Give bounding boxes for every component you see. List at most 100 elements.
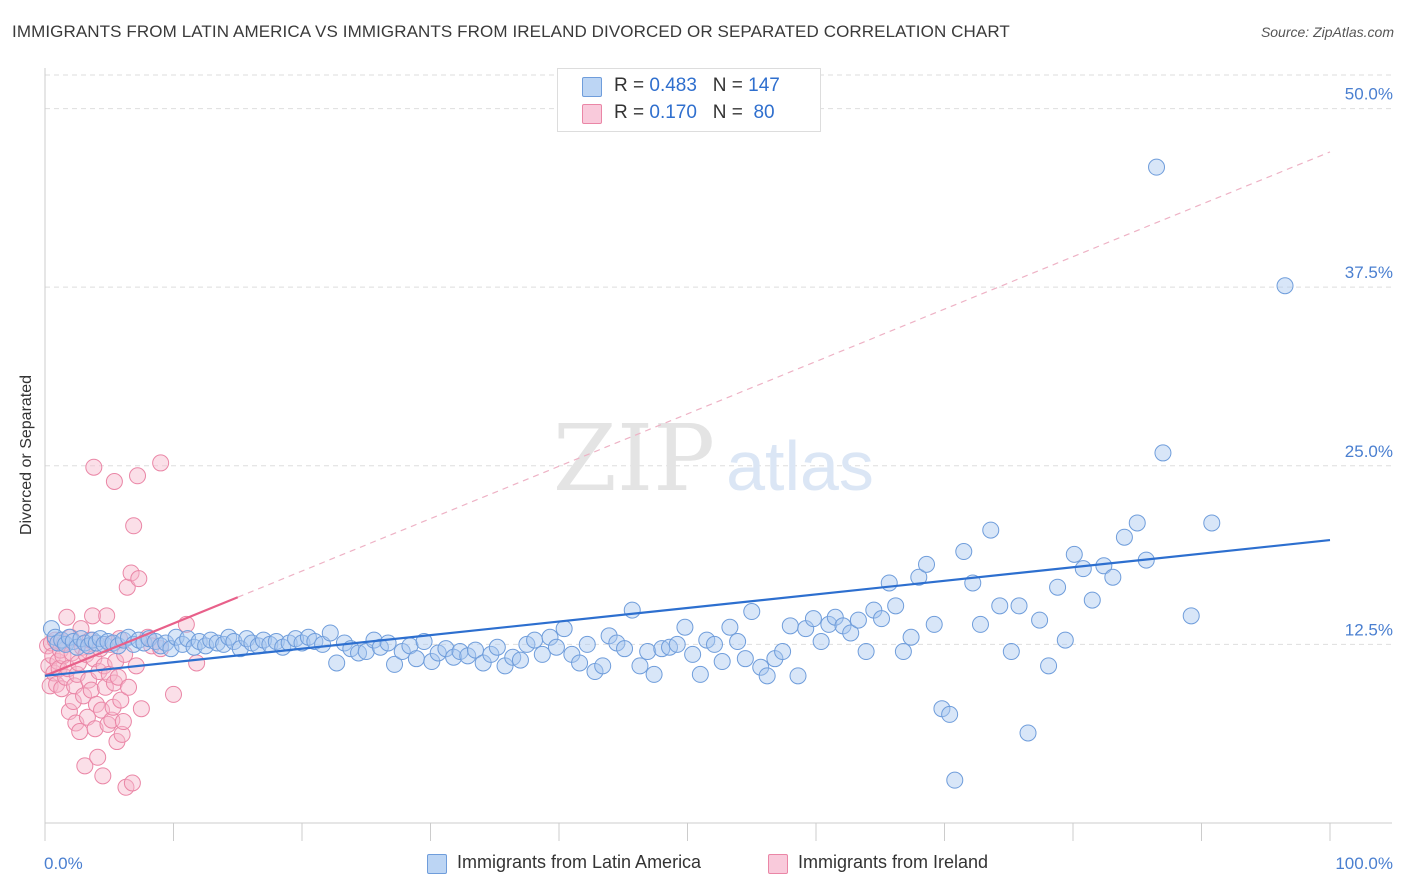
latin-america-point: [774, 643, 792, 661]
series-legend-latin-swatch: [427, 854, 447, 874]
ireland-point: [71, 723, 89, 741]
ireland-point: [123, 774, 141, 792]
ireland-point: [132, 700, 150, 718]
legend-latin-n-label: N =: [712, 75, 743, 96]
latin-america-point: [676, 618, 694, 636]
legend-latin-text: R = 0.483 N = 147: [614, 75, 780, 97]
latin-america-point: [321, 624, 339, 642]
latin-america-point: [705, 635, 723, 653]
ireland-point: [98, 607, 116, 625]
y-tick-label: 12.5%: [1345, 620, 1393, 639]
ireland-points: [39, 454, 206, 796]
latin-america-point: [752, 658, 770, 676]
latin-america-point: [1203, 514, 1221, 532]
latin-america-point: [736, 650, 754, 668]
latin-america-point: [445, 648, 463, 666]
axes: [44, 68, 1392, 841]
latin-swatch: [582, 77, 602, 97]
latin-america-point: [578, 635, 596, 653]
latin-america-point: [887, 597, 905, 615]
source-credit: Source: ZipAtlas.com: [1260, 24, 1394, 40]
latin-america-point: [482, 645, 500, 663]
latin-america-point: [639, 643, 657, 661]
ireland-swatch: [582, 104, 602, 124]
latin-america-point: [415, 633, 433, 651]
latin-america-point: [547, 638, 565, 656]
latin-america-point: [429, 644, 447, 662]
grid-lines: [45, 74, 1392, 645]
ireland-point: [58, 608, 76, 626]
series-legend-ireland-swatch: [768, 854, 788, 874]
latin-america-point: [225, 633, 243, 651]
latin-america-point: [1148, 158, 1166, 176]
latin-america-point: [1019, 724, 1037, 742]
latin-america-point: [1002, 643, 1020, 661]
latin-america-point: [1182, 607, 1200, 625]
latin-america-point: [152, 637, 170, 655]
latin-america-point: [1128, 514, 1146, 532]
latin-america-point: [946, 771, 964, 789]
latin-america-point: [820, 615, 838, 633]
latin-america-point: [379, 634, 397, 652]
latin-america-point: [873, 610, 891, 628]
latin-america-point: [518, 635, 536, 653]
latin-america-point: [616, 640, 634, 658]
latin-america-point: [684, 645, 702, 663]
latin-america-point: [423, 653, 441, 671]
ireland-point: [113, 725, 131, 743]
legend-ireland-n-value: 80: [753, 102, 775, 123]
legend-ireland-r-label: R =: [614, 102, 645, 123]
ireland-trend-extension: [237, 151, 1331, 598]
latin-america-point: [804, 610, 822, 628]
latin-america-point: [1276, 277, 1294, 295]
series-legend: Immigrants from Latin America Immigrants…: [0, 852, 1406, 878]
latin-america-point: [42, 620, 60, 638]
ireland-point: [129, 467, 147, 485]
latin-america-point: [645, 665, 663, 683]
latin-america-point: [1040, 657, 1058, 675]
ireland-point: [96, 678, 114, 696]
latin-america-point: [991, 597, 1009, 615]
latin-america-point: [955, 543, 973, 561]
ireland-point: [118, 578, 136, 596]
latin-america-point: [941, 705, 959, 723]
latin-america-point: [880, 574, 898, 592]
latin-america-point: [698, 631, 716, 649]
latin-america-point: [721, 618, 739, 636]
legend-latin-r-label: R =: [614, 75, 645, 96]
ireland-point: [152, 454, 170, 472]
latin-america-point: [526, 631, 544, 649]
latin-america-point: [1154, 444, 1172, 462]
latin-america-point: [1056, 631, 1074, 649]
series-legend-latin-label: Immigrants from Latin America: [457, 852, 702, 872]
ireland-point: [89, 748, 107, 766]
latin-america-point: [910, 568, 928, 586]
ireland-point: [112, 691, 130, 709]
latin-america-point: [758, 667, 776, 685]
latin-america-point: [729, 633, 747, 651]
ireland-trend-line: [44, 596, 239, 677]
latin-america-point: [1049, 578, 1067, 596]
latin-america-point: [1074, 560, 1092, 578]
latin-america-point: [918, 555, 936, 573]
latin-america-points: [42, 158, 1294, 789]
latin-america-point: [1031, 611, 1049, 629]
legend-latin-n-value: 147: [748, 75, 780, 96]
ireland-point: [109, 668, 127, 686]
ireland-point: [94, 767, 112, 785]
latin-america-trend-line: [44, 538, 1331, 677]
latin-america-point: [971, 615, 989, 633]
watermark-zip: ZIP: [553, 405, 715, 512]
latin-america-point: [488, 638, 506, 656]
latin-america-point: [713, 653, 731, 671]
latin-america-point: [1065, 545, 1083, 563]
latin-america-point: [533, 645, 551, 663]
latin-america-point: [293, 634, 311, 652]
ireland-point: [53, 680, 71, 698]
ireland-point: [85, 458, 103, 476]
chart-title: IMMIGRANTS FROM LATIN AMERICA VS IMMIGRA…: [12, 22, 1010, 41]
latin-america-point: [386, 655, 404, 673]
ireland-point: [120, 678, 138, 696]
ireland-point: [105, 473, 123, 491]
